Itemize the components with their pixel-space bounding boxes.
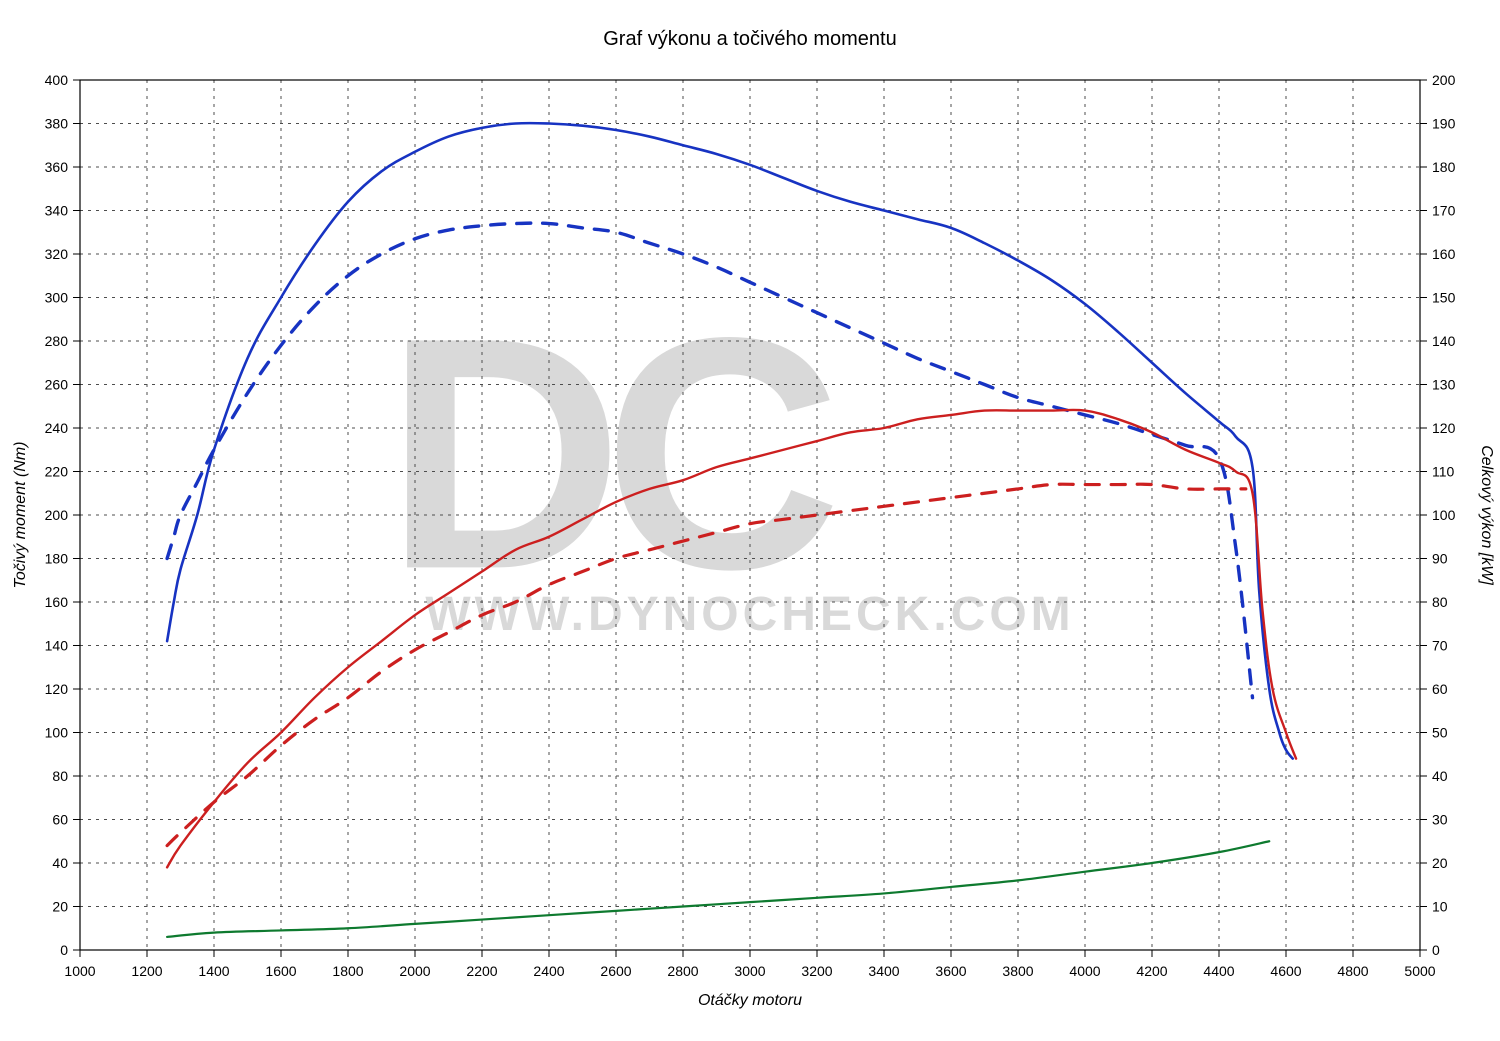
y-right-tick-label: 10 xyxy=(1432,899,1448,915)
y-left-tick-label: 340 xyxy=(45,203,69,219)
y-right-tick-label: 150 xyxy=(1432,290,1456,306)
series-green_line xyxy=(167,841,1269,937)
y-left-tick-label: 80 xyxy=(52,768,68,784)
x-tick-label: 4800 xyxy=(1337,963,1368,979)
y-left-tick-label: 320 xyxy=(45,246,69,262)
y-right-tick-label: 60 xyxy=(1432,681,1448,697)
y-right-tick-label: 0 xyxy=(1432,942,1440,958)
y-right-tick-label: 200 xyxy=(1432,72,1456,88)
y-right-tick-label: 30 xyxy=(1432,812,1448,828)
x-tick-label: 3000 xyxy=(734,963,765,979)
y-left-tick-label: 120 xyxy=(45,681,69,697)
x-tick-label: 3200 xyxy=(801,963,832,979)
y-right-axis-label: Celkový výkon [kW] xyxy=(1478,445,1495,585)
x-tick-label: 1200 xyxy=(131,963,162,979)
y-right-tick-label: 190 xyxy=(1432,116,1456,132)
y-left-tick-label: 0 xyxy=(60,942,68,958)
x-tick-label: 1600 xyxy=(265,963,296,979)
y-left-tick-label: 140 xyxy=(45,638,69,654)
y-right-tick-label: 120 xyxy=(1432,420,1456,436)
y-left-tick-label: 240 xyxy=(45,420,69,436)
y-left-tick-label: 20 xyxy=(52,899,68,915)
x-tick-label: 1400 xyxy=(198,963,229,979)
y-left-tick-label: 360 xyxy=(45,159,69,175)
x-tick-label: 4200 xyxy=(1136,963,1167,979)
x-tick-label: 4400 xyxy=(1203,963,1234,979)
x-tick-label: 4000 xyxy=(1069,963,1100,979)
y-left-tick-label: 380 xyxy=(45,116,69,132)
dyno-chart: DCWWW.DYNOCHECK.COM100012001400160018002… xyxy=(0,0,1500,1041)
y-right-tick-label: 130 xyxy=(1432,377,1456,393)
y-right-tick-label: 100 xyxy=(1432,507,1456,523)
y-right-tick-label: 110 xyxy=(1432,464,1455,480)
x-tick-label: 2000 xyxy=(399,963,430,979)
x-tick-label: 1000 xyxy=(64,963,95,979)
x-tick-label: 2400 xyxy=(533,963,564,979)
y-left-tick-label: 100 xyxy=(45,725,69,741)
y-left-tick-label: 180 xyxy=(45,551,69,567)
y-left-tick-label: 60 xyxy=(52,812,68,828)
y-right-tick-label: 50 xyxy=(1432,725,1448,741)
x-tick-label: 2800 xyxy=(667,963,698,979)
y-left-tick-label: 400 xyxy=(45,72,69,88)
y-right-tick-label: 90 xyxy=(1432,551,1448,567)
y-left-tick-label: 160 xyxy=(45,594,69,610)
y-left-tick-label: 300 xyxy=(45,290,69,306)
y-left-tick-label: 220 xyxy=(45,464,69,480)
x-tick-label: 3800 xyxy=(1002,963,1033,979)
grid xyxy=(80,80,1420,950)
y-right-tick-label: 160 xyxy=(1432,246,1456,262)
x-axis-label: Otáčky motoru xyxy=(698,992,802,1009)
x-tick-label: 3400 xyxy=(868,963,899,979)
x-tick-label: 2200 xyxy=(466,963,497,979)
chart-title: Graf výkonu a točivého momentu xyxy=(603,28,896,50)
x-tick-label: 1800 xyxy=(332,963,363,979)
y-right-tick-label: 80 xyxy=(1432,594,1448,610)
x-tick-label: 3600 xyxy=(935,963,966,979)
y-right-tick-label: 40 xyxy=(1432,768,1448,784)
watermark: DCWWW.DYNOCHECK.COM xyxy=(385,268,1075,641)
y-left-axis-label: Točivý moment (Nm) xyxy=(12,442,29,589)
y-right-tick-label: 170 xyxy=(1432,203,1456,219)
y-right-tick-label: 70 xyxy=(1432,638,1448,654)
y-right-tick-label: 20 xyxy=(1432,855,1448,871)
x-tick-label: 2600 xyxy=(600,963,631,979)
y-right-tick-label: 180 xyxy=(1432,159,1456,175)
y-left-tick-label: 200 xyxy=(45,507,69,523)
x-tick-label: 5000 xyxy=(1404,963,1435,979)
y-left-tick-label: 40 xyxy=(52,855,68,871)
y-left-tick-label: 280 xyxy=(45,333,69,349)
x-tick-label: 4600 xyxy=(1270,963,1301,979)
y-right-tick-label: 140 xyxy=(1432,333,1456,349)
y-left-tick-label: 260 xyxy=(45,377,69,393)
